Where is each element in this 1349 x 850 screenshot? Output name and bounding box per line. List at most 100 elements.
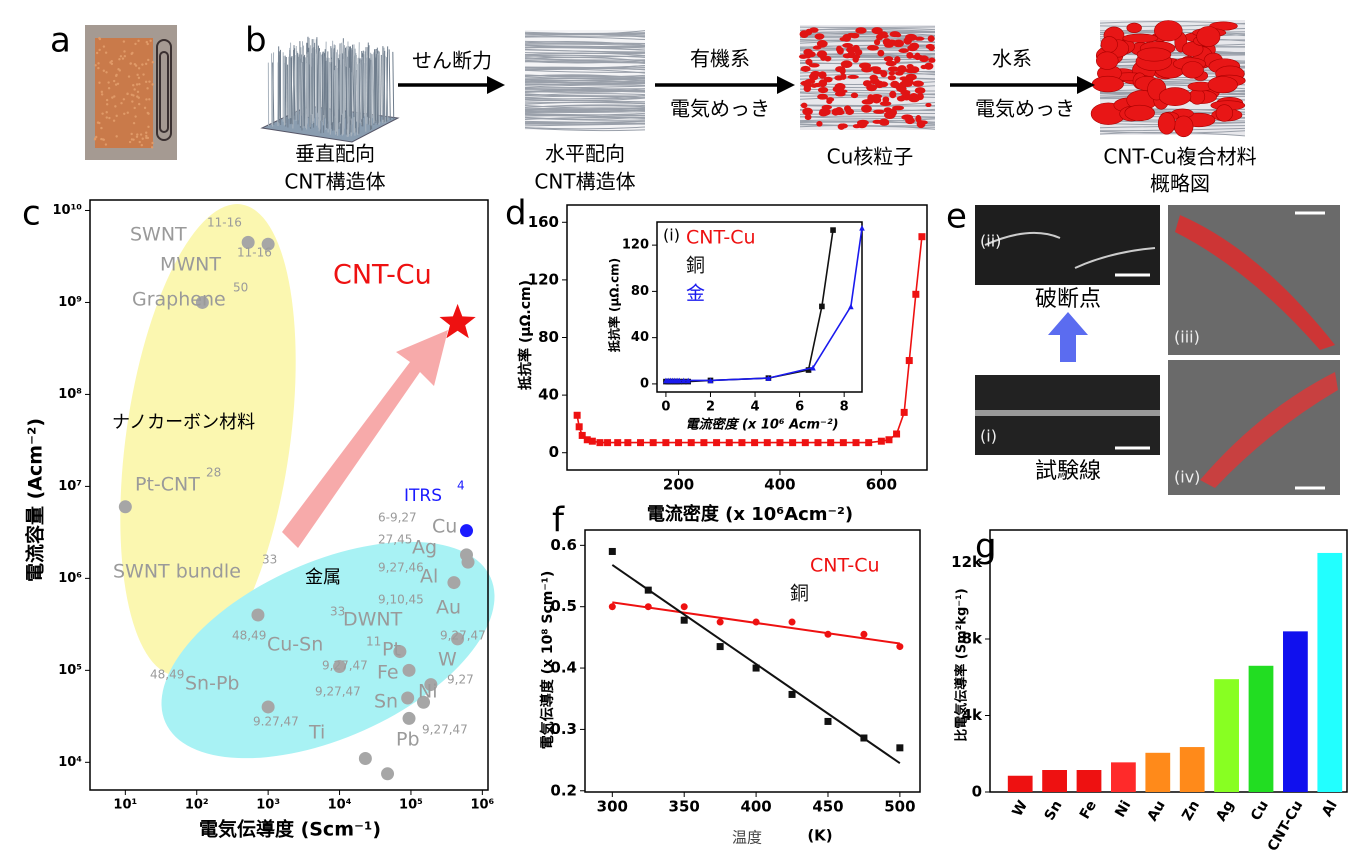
cu-nucleus xyxy=(867,45,876,50)
cu-nucleus xyxy=(813,45,822,49)
x-tick-label: 10³ xyxy=(256,798,280,813)
data-point xyxy=(814,439,821,446)
data-point xyxy=(403,664,416,677)
region-label: ナノカーボン材料 xyxy=(112,412,255,433)
data-point xyxy=(819,304,825,310)
x-tick-label: 10⁶ xyxy=(470,798,494,813)
step-caption: CNT-Cu複合材料 xyxy=(1103,145,1256,169)
cu-blob xyxy=(1197,26,1220,46)
data-point xyxy=(824,718,831,725)
data-point xyxy=(893,430,900,437)
texture xyxy=(131,52,133,54)
arrow-label: 有機系 xyxy=(690,47,750,71)
cu-nucleus xyxy=(889,91,896,98)
step-caption: 垂直配向 xyxy=(295,142,375,166)
texture xyxy=(94,64,96,66)
point-label: Ti xyxy=(308,722,325,744)
cu-nucleus xyxy=(815,33,825,39)
data-point xyxy=(824,631,831,638)
texture xyxy=(97,62,99,64)
cnt-forest xyxy=(362,57,363,119)
cu-nucleus xyxy=(882,96,889,102)
cu-nucleus xyxy=(816,121,822,127)
x-tick-label: 450 xyxy=(812,798,843,816)
texture xyxy=(98,49,100,51)
y-tick-label: 10⁶ xyxy=(58,571,82,586)
texture xyxy=(128,75,130,77)
data-point xyxy=(906,357,913,364)
cu-nucleus xyxy=(860,63,870,69)
data-point xyxy=(681,617,688,624)
cu-blob xyxy=(1101,36,1118,52)
data-point xyxy=(637,439,644,446)
cu-blob xyxy=(1216,105,1233,122)
y-tick-label: 40 xyxy=(631,330,649,345)
cu-nucleus xyxy=(928,58,935,63)
point-ref: 9,27,46 xyxy=(378,561,424,575)
texture xyxy=(140,133,142,135)
arrow-head xyxy=(1077,76,1095,94)
data-point xyxy=(447,576,460,589)
data-point xyxy=(885,436,892,443)
panel-label: b xyxy=(245,21,267,61)
point-ref: 9,27,47 xyxy=(322,659,368,673)
texture xyxy=(106,111,108,113)
cu-nucleus xyxy=(835,107,844,115)
cu-nucleus xyxy=(835,83,846,90)
texture xyxy=(101,112,103,114)
texture xyxy=(145,81,147,83)
point-label: Graphene xyxy=(132,289,226,311)
cnt-forest xyxy=(339,60,340,123)
cnt-forest xyxy=(389,49,390,120)
x-tick-label: Fe xyxy=(1077,798,1100,822)
texture xyxy=(103,70,105,72)
y-tick-label: 10⁹ xyxy=(58,295,82,310)
bar xyxy=(1180,747,1205,792)
data-point xyxy=(645,587,652,594)
cu-nucleus xyxy=(842,43,853,48)
texture xyxy=(99,38,101,40)
texture xyxy=(103,45,105,47)
texture xyxy=(118,58,120,60)
texture xyxy=(100,138,102,140)
fiber xyxy=(975,410,1160,416)
texture xyxy=(106,103,108,105)
data-point xyxy=(614,439,621,446)
data-point xyxy=(912,291,919,298)
point-label: Pt xyxy=(382,639,401,661)
x-tick-label: Ag xyxy=(1213,798,1237,824)
cu-nucleus xyxy=(837,47,844,55)
y-tick-label: 80 xyxy=(631,284,649,299)
y-axis-title: 抵抗率 (μΩ.cm) xyxy=(607,258,622,352)
texture xyxy=(106,116,108,118)
point-ref: 9,27,47 xyxy=(315,685,361,699)
micrograph-label: (i) xyxy=(980,427,997,446)
cu-nucleus xyxy=(866,84,877,91)
cnt-forest xyxy=(384,51,385,123)
x-tick-label: 10⁴ xyxy=(328,798,352,813)
point-label: Sn-Pb xyxy=(185,673,239,695)
cu-nucleus xyxy=(912,55,924,59)
cu-nucleus xyxy=(905,95,914,99)
panel-label: c xyxy=(22,194,41,234)
cu-blob xyxy=(1182,62,1204,79)
step-caption: Cu核粒子 xyxy=(827,145,914,169)
data-point xyxy=(604,439,611,446)
texture xyxy=(105,71,107,73)
x-tick-label: 300 xyxy=(597,798,628,816)
data-point xyxy=(918,233,925,240)
texture xyxy=(151,146,153,148)
cu-nucleus xyxy=(897,65,907,73)
x-tick-label: 10¹ xyxy=(113,798,137,813)
y-axis-title: 抵抗率 (μΩ.cm) xyxy=(517,280,534,390)
cnt-forest xyxy=(298,54,299,120)
cu-nucleus xyxy=(874,39,880,45)
x-tick-label: W xyxy=(1010,798,1032,819)
texture xyxy=(115,75,117,77)
texture xyxy=(106,99,108,101)
texture xyxy=(145,132,147,134)
trend-arrow xyxy=(282,330,448,548)
bar xyxy=(1042,770,1067,792)
step-caption: CNT構造体 xyxy=(284,170,385,194)
texture xyxy=(138,67,140,69)
